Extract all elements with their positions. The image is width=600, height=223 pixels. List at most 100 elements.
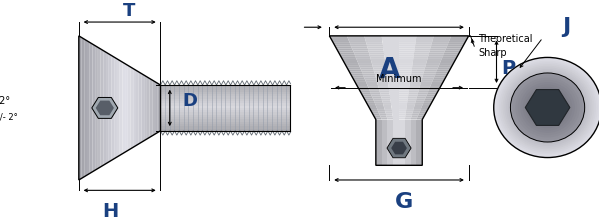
Polygon shape xyxy=(525,90,570,125)
Polygon shape xyxy=(408,97,417,99)
Polygon shape xyxy=(399,113,406,115)
Polygon shape xyxy=(382,163,388,164)
Polygon shape xyxy=(344,63,359,65)
Polygon shape xyxy=(376,154,382,155)
Polygon shape xyxy=(388,159,393,160)
Circle shape xyxy=(519,81,576,134)
Text: Sharp: Sharp xyxy=(478,48,506,58)
Polygon shape xyxy=(416,154,422,155)
Polygon shape xyxy=(399,142,405,144)
Polygon shape xyxy=(376,129,382,130)
Polygon shape xyxy=(399,163,405,164)
Polygon shape xyxy=(421,82,432,84)
Polygon shape xyxy=(410,124,416,125)
Polygon shape xyxy=(374,101,383,103)
Polygon shape xyxy=(422,103,431,105)
Polygon shape xyxy=(411,115,418,118)
Polygon shape xyxy=(365,80,377,82)
Polygon shape xyxy=(376,134,382,136)
Polygon shape xyxy=(390,97,399,99)
Polygon shape xyxy=(427,57,443,59)
Polygon shape xyxy=(376,141,382,142)
Polygon shape xyxy=(388,160,393,161)
Polygon shape xyxy=(382,154,388,155)
Polygon shape xyxy=(364,99,374,101)
Polygon shape xyxy=(376,128,382,129)
Polygon shape xyxy=(362,74,375,76)
Polygon shape xyxy=(355,82,367,84)
Polygon shape xyxy=(374,115,381,118)
Polygon shape xyxy=(370,90,380,92)
Polygon shape xyxy=(382,139,388,140)
Polygon shape xyxy=(432,80,444,82)
Polygon shape xyxy=(376,137,382,138)
Text: Theoretical: Theoretical xyxy=(478,34,532,44)
Polygon shape xyxy=(393,152,399,153)
Polygon shape xyxy=(340,55,356,57)
Polygon shape xyxy=(388,122,393,123)
Polygon shape xyxy=(410,145,416,146)
Polygon shape xyxy=(393,139,399,140)
Polygon shape xyxy=(399,155,405,156)
Polygon shape xyxy=(388,123,393,124)
Polygon shape xyxy=(376,107,385,109)
Polygon shape xyxy=(416,159,422,160)
Polygon shape xyxy=(343,61,358,63)
Polygon shape xyxy=(421,80,433,82)
Polygon shape xyxy=(410,78,422,80)
Polygon shape xyxy=(376,125,382,126)
Polygon shape xyxy=(416,38,433,40)
Polygon shape xyxy=(399,129,405,130)
Polygon shape xyxy=(160,128,290,131)
Polygon shape xyxy=(416,121,422,122)
Polygon shape xyxy=(122,62,125,154)
Text: P: P xyxy=(501,59,515,78)
Polygon shape xyxy=(399,118,405,120)
Polygon shape xyxy=(440,61,455,63)
Polygon shape xyxy=(410,162,416,163)
Polygon shape xyxy=(382,122,388,123)
Polygon shape xyxy=(399,147,405,148)
Polygon shape xyxy=(376,105,384,107)
Polygon shape xyxy=(386,67,399,69)
Circle shape xyxy=(501,64,594,151)
Polygon shape xyxy=(416,153,422,154)
Polygon shape xyxy=(393,162,399,163)
Circle shape xyxy=(497,61,598,154)
Polygon shape xyxy=(412,67,425,69)
Polygon shape xyxy=(405,155,410,156)
Polygon shape xyxy=(399,144,405,145)
Polygon shape xyxy=(416,130,422,131)
Polygon shape xyxy=(430,48,446,50)
Circle shape xyxy=(542,103,553,112)
Polygon shape xyxy=(410,123,416,124)
Polygon shape xyxy=(433,38,451,40)
Polygon shape xyxy=(155,82,158,134)
Polygon shape xyxy=(411,74,424,76)
Polygon shape xyxy=(376,160,382,161)
Circle shape xyxy=(523,84,572,131)
Polygon shape xyxy=(399,153,405,154)
Polygon shape xyxy=(361,69,374,71)
Polygon shape xyxy=(136,70,139,146)
Polygon shape xyxy=(405,118,411,120)
Polygon shape xyxy=(399,126,405,128)
Polygon shape xyxy=(416,126,422,128)
Polygon shape xyxy=(128,65,131,151)
Polygon shape xyxy=(388,145,393,146)
Polygon shape xyxy=(393,156,399,157)
Polygon shape xyxy=(389,92,399,95)
Polygon shape xyxy=(388,164,393,165)
Polygon shape xyxy=(376,122,382,123)
Polygon shape xyxy=(405,120,410,121)
Polygon shape xyxy=(383,46,399,48)
Polygon shape xyxy=(405,136,410,137)
Polygon shape xyxy=(98,47,101,169)
Circle shape xyxy=(525,87,570,128)
Polygon shape xyxy=(405,163,410,164)
Polygon shape xyxy=(376,153,382,154)
Polygon shape xyxy=(416,40,433,42)
Polygon shape xyxy=(371,61,385,63)
Polygon shape xyxy=(426,63,440,65)
Polygon shape xyxy=(382,161,388,162)
